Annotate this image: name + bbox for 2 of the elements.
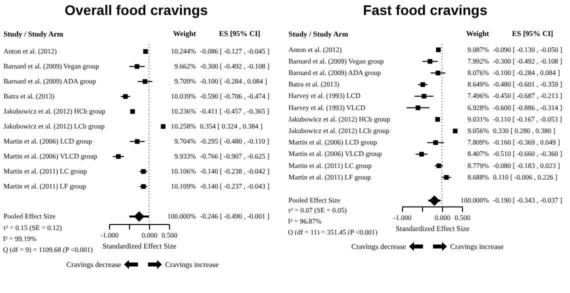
chart-title: Overall food cravings [64,2,208,18]
chart-title: Fast food cravings [363,2,488,18]
